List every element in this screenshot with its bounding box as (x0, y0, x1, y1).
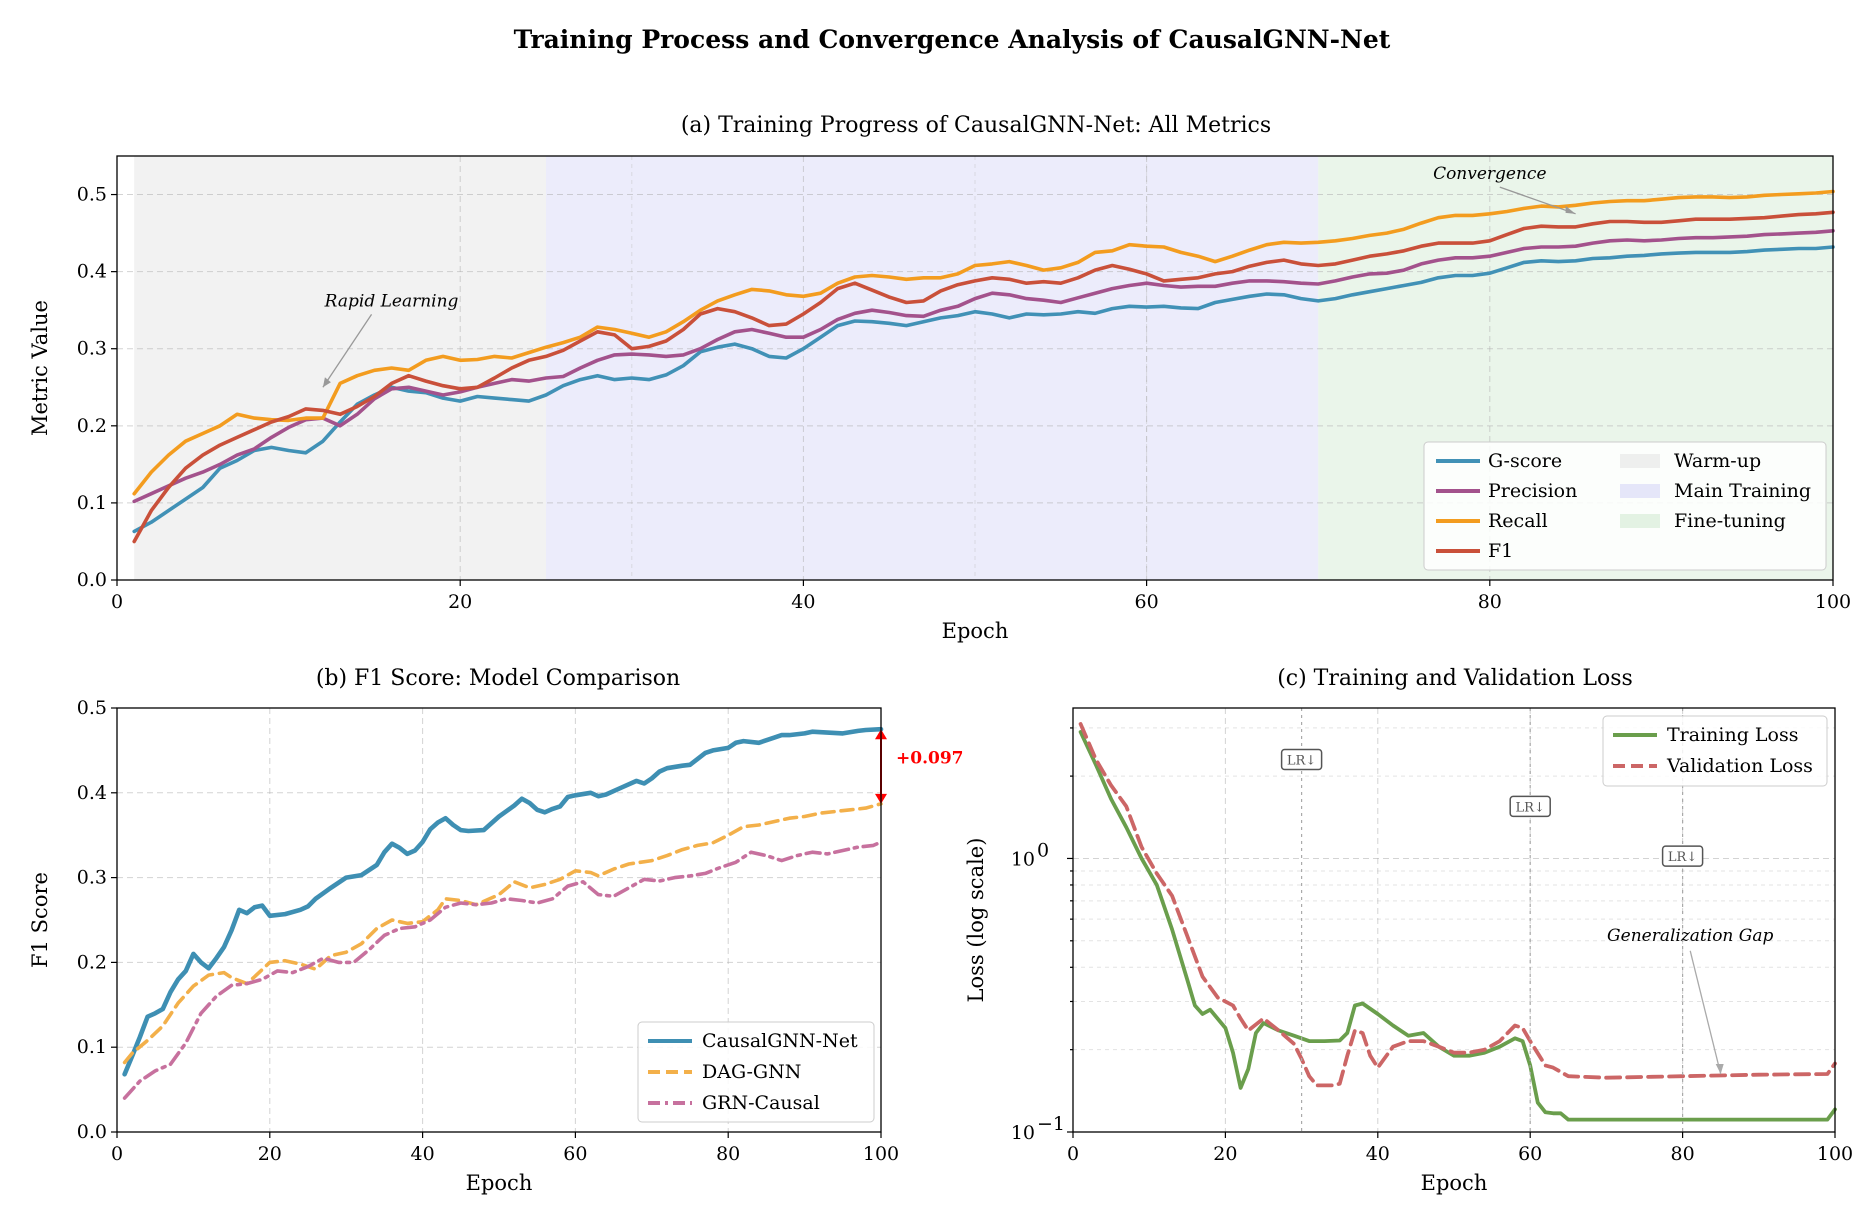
panel-c-title: (c) Training and Validation Loss (1277, 666, 1633, 691)
lr-marker-box (1280, 748, 1323, 771)
legend-label: Warm-up (1674, 450, 1761, 472)
panel-c-xtick-label: 20 (1213, 1143, 1237, 1165)
legend-label: Fine-tuning (1674, 510, 1786, 532)
annotation-text: Convergence (1433, 164, 1546, 184)
legend-label: Precision (1488, 480, 1577, 502)
legend-label: CausalGNN-Net (702, 1030, 858, 1052)
panel-b-xtick-label: 0 (111, 1143, 123, 1165)
phase-band-main-training (546, 156, 1319, 580)
panel-a-xtick-label: 20 (448, 591, 472, 613)
panel-b-ytick-label: 0.4 (77, 782, 107, 804)
series-line-g-score (132, 245, 1835, 534)
legend-label: Validation Loss (1666, 755, 1813, 777)
panel-b-xlabel: Epoch (466, 1171, 533, 1195)
panel-a-xlabel: Epoch (942, 619, 1009, 643)
panel-b-xtick-label: 20 (258, 1143, 282, 1165)
legend-label: G-score (1488, 450, 1562, 472)
panel-b-xtick-label: 100 (863, 1143, 899, 1165)
panel-a-xtick-label: 40 (791, 591, 815, 613)
series-line-recall (132, 189, 1835, 496)
panel-b-ytick-label: 0.3 (77, 867, 107, 889)
panel-c-ytick-base: 10 (1011, 848, 1035, 870)
panel-a-title: (a) Training Progress of CausalGNN-Net: … (681, 113, 1271, 138)
lr-marker-label: LR↓ (1516, 800, 1545, 815)
legend-label: GRN-Causal (702, 1092, 820, 1114)
legend-swatch-phase (1620, 514, 1660, 528)
legend-label: Main Training (1674, 480, 1811, 502)
panel-c-xtick-label: 40 (1366, 1143, 1390, 1165)
lr-marker-box (1509, 795, 1551, 818)
annotation-arrow (322, 313, 373, 388)
panel-a-ytick-label: 0.1 (77, 492, 107, 514)
panel-c-xtick-label: 100 (1817, 1143, 1853, 1165)
panel-a-xtick-label: 80 (1478, 591, 1502, 613)
panel-b-ytick-label: 0.1 (77, 1036, 107, 1058)
panel-b-frame (116, 707, 882, 1133)
panel-a-legend-box (1423, 441, 1827, 571)
panel-a-ytick-label: 0.0 (77, 569, 107, 591)
series-line-precision (132, 229, 1835, 504)
series-line-training-loss (1078, 730, 1837, 1122)
panel-c-xtick-label: 0 (1067, 1143, 1079, 1165)
figure-title: Training Process and Convergence Analysi… (514, 25, 1391, 54)
panel-c-xtick-label: 60 (1518, 1143, 1542, 1165)
panel-a-frame (116, 155, 1834, 581)
panel-b-ylabel: F1 Score (28, 872, 52, 968)
lr-marker-box (1661, 845, 1704, 867)
annotation-text: Generalization Gap (1607, 926, 1773, 946)
lr-marker-label: LR↓ (1287, 754, 1316, 769)
legend-label: Training Loss (1667, 724, 1798, 746)
legend-label: DAG-GNN (702, 1061, 801, 1083)
panel-c-ytick-exp: −1 (1037, 1113, 1065, 1135)
series-line-grn-causal (122, 840, 883, 1100)
panel-c-xtick-label: 80 (1671, 1143, 1695, 1165)
panel-b-legend-box (637, 1021, 875, 1123)
panel-b-xtick-label: 80 (716, 1143, 740, 1165)
lr-marker-label: LR↓ (1668, 850, 1697, 865)
annotation-arrowhead (1715, 1063, 1724, 1074)
series-line-f1 (132, 210, 1835, 544)
panel-c-legend-box (1602, 715, 1828, 787)
panel-b-title: (b) F1 Score: Model Comparison (316, 666, 680, 691)
gap-label: +0.097 (896, 749, 963, 769)
annotation-arrowhead (322, 377, 331, 388)
panel-a-ytick-label: 0.2 (77, 415, 107, 437)
phase-band-warm-up (134, 156, 546, 580)
panel-a-xtick-label: 100 (1815, 591, 1851, 613)
legend-label: F1 (1488, 540, 1513, 562)
panel-a-ylabel: Metric Value (28, 300, 52, 436)
panel-b-ytick-label: 0.2 (77, 951, 107, 973)
annotation-arrow (1499, 186, 1576, 215)
annotation-text: Rapid Learning (324, 291, 459, 311)
annotation-arrowhead (1565, 205, 1576, 214)
annotation-arrow (1689, 950, 1722, 1075)
panel-c-ylabel: Loss (log scale) (964, 838, 988, 1003)
panel-a-xtick-label: 60 (1135, 591, 1159, 613)
panel-c-xlabel: Epoch (1421, 1171, 1488, 1195)
panel-a-xtick-label: 0 (111, 591, 123, 613)
panel-c-frame (1072, 707, 1836, 1133)
panel-a-ytick-label: 0.3 (77, 338, 107, 360)
panel-a-ytick-label: 0.5 (77, 184, 107, 206)
legend-swatch-phase (1620, 484, 1660, 498)
panel-c-ytick-exp: 0 (1037, 839, 1049, 861)
panel-b-ytick-label: 0.0 (77, 1121, 107, 1143)
panel-a-ytick-label: 0.4 (77, 261, 107, 283)
series-line-validation-loss (1078, 722, 1837, 1088)
panel-b-xtick-label: 60 (563, 1143, 587, 1165)
series-line-causalgnn-net (122, 726, 884, 1077)
legend-swatch-phase (1620, 454, 1660, 468)
series-line-dag-gnn (122, 802, 883, 1065)
panel-b-xtick-label: 40 (411, 1143, 435, 1165)
panel-b-ytick-label: 0.5 (77, 697, 107, 719)
legend-label: Recall (1488, 510, 1548, 532)
panel-a-training-progress: (a) Training Progress of CausalGNN-Net: … (28, 113, 1851, 643)
panel-c-ytick-base: 10 (1011, 1122, 1035, 1144)
panel-b-f1-comparison: (b) F1 Score: Model Comparison 0.0 0.1 0.2… (28, 666, 963, 1195)
